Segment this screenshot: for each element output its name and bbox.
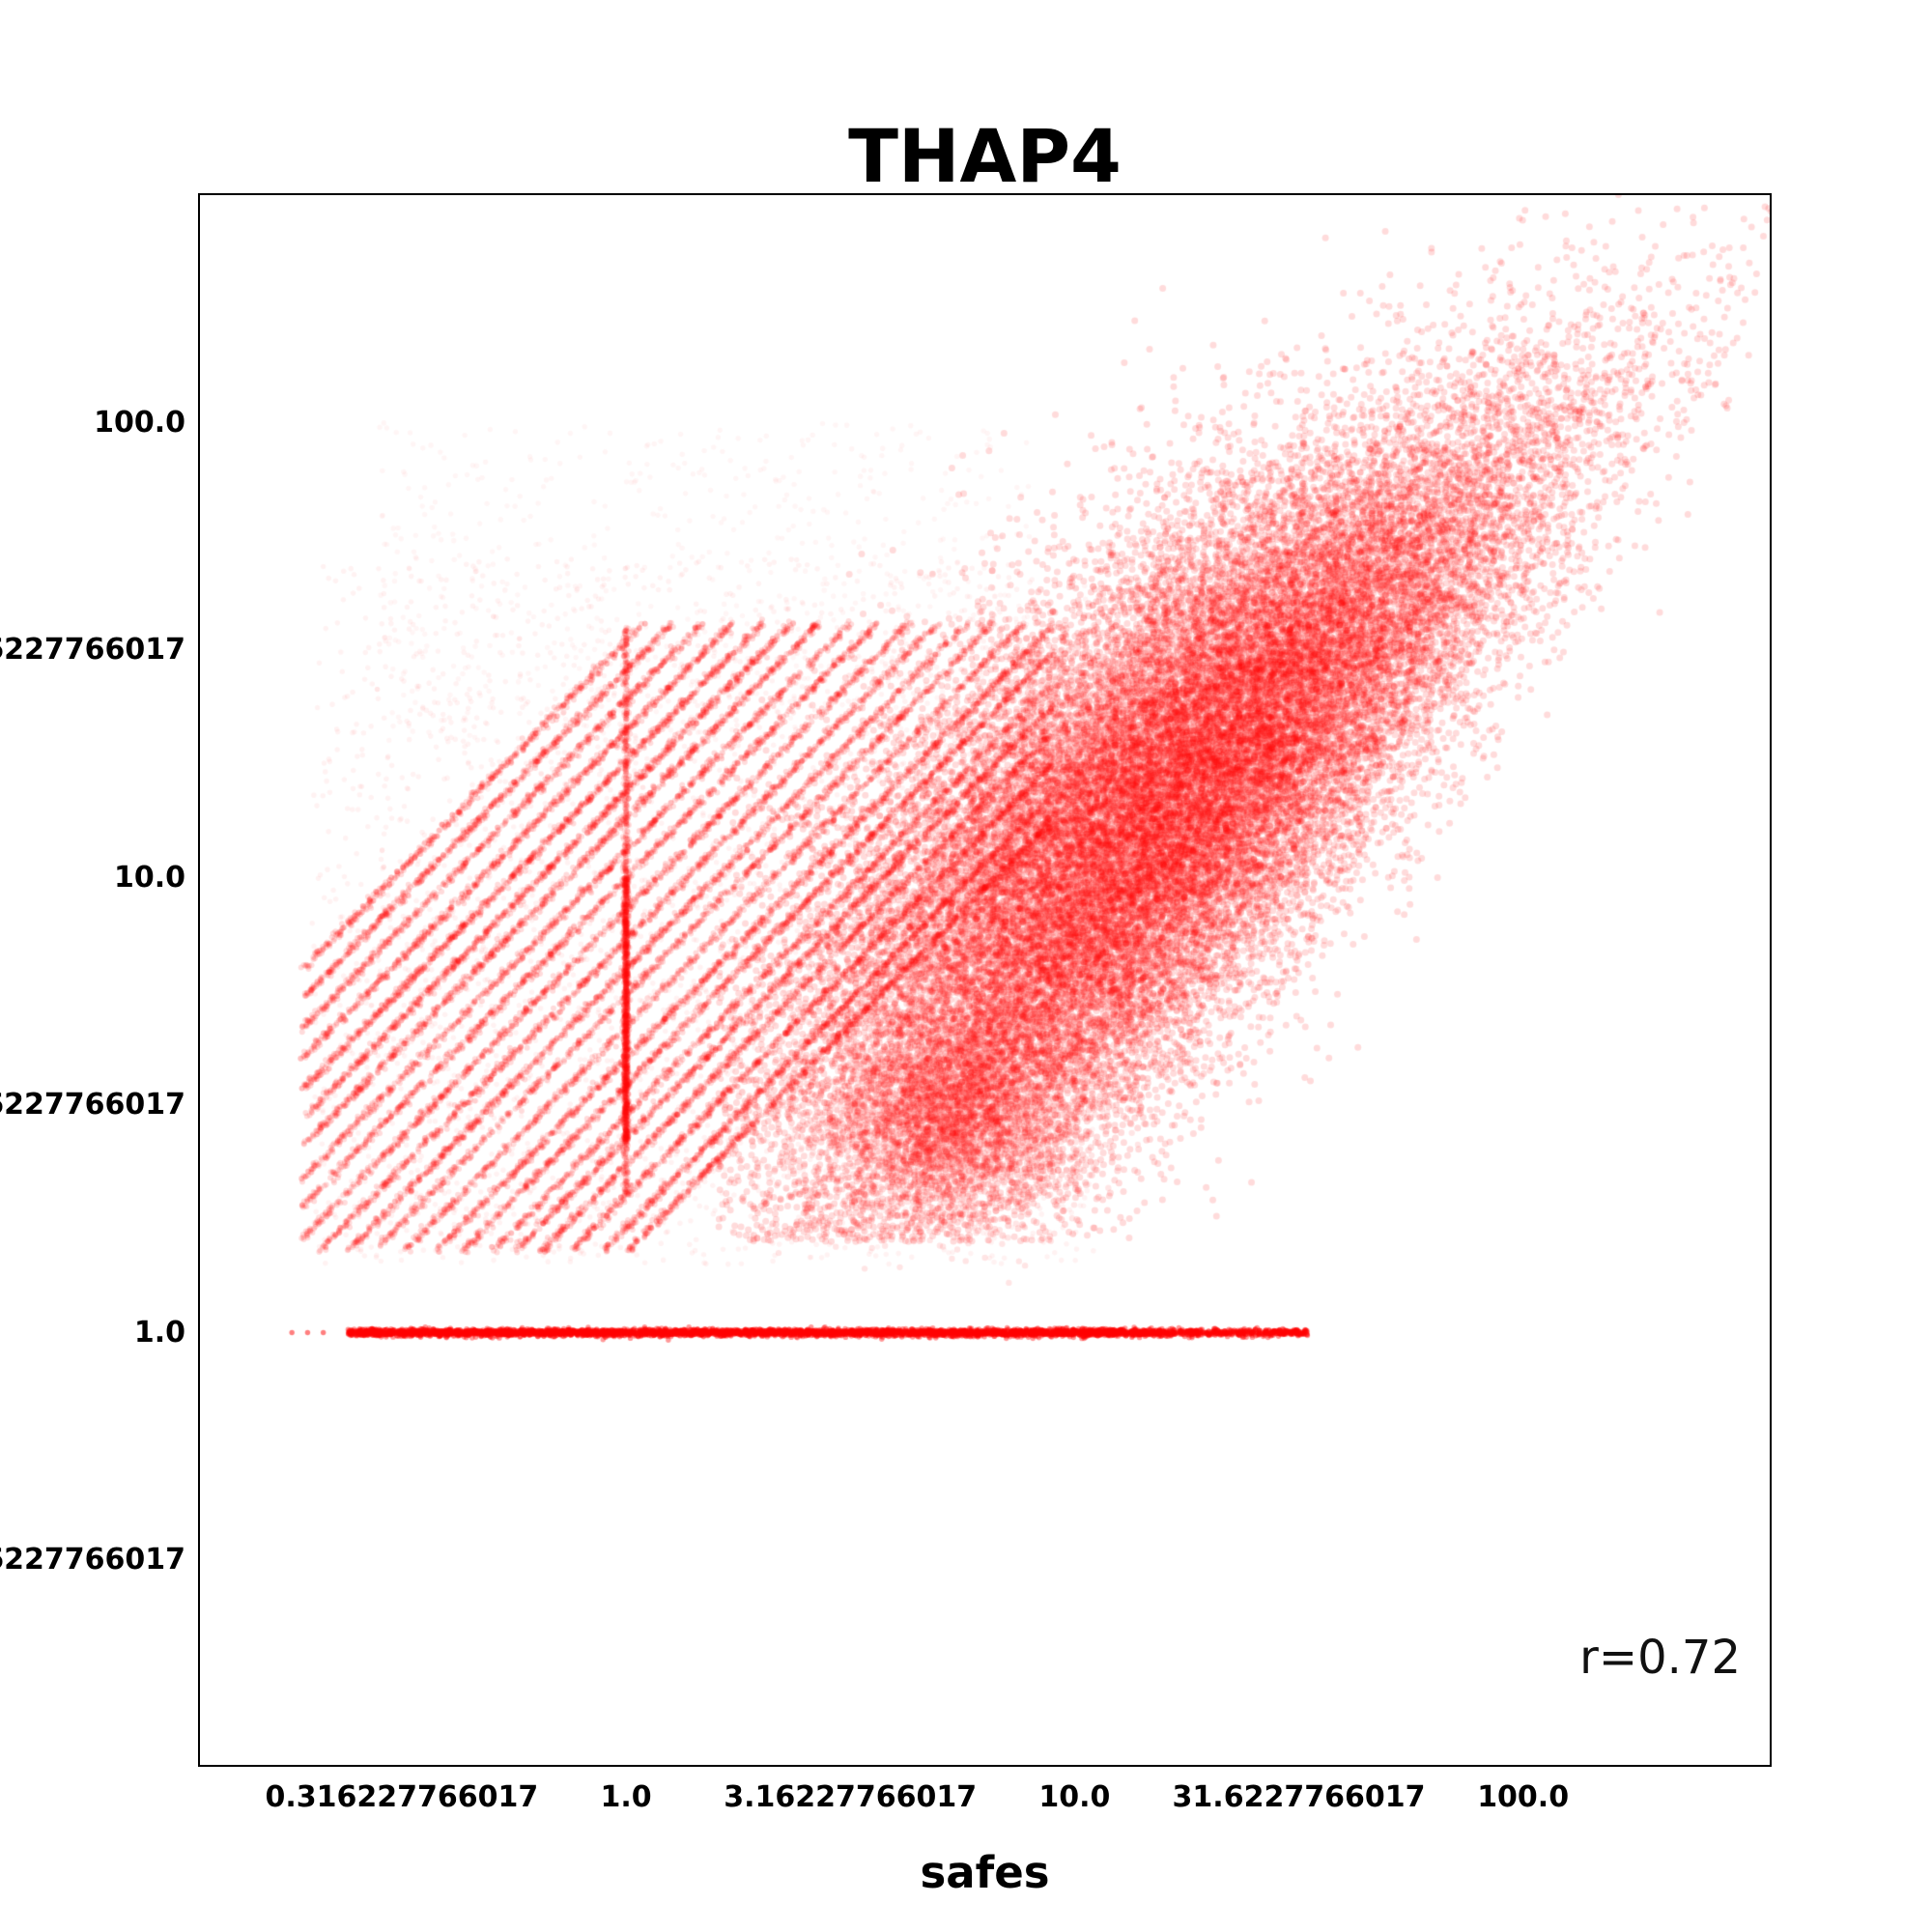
x-tick-label: 31.6227766017 [1172,1780,1426,1814]
scatter-canvas [200,195,1770,1765]
x-tick-label: 3.16227766017 [724,1780,978,1814]
x-tick-label: 0.316227766017 [265,1780,539,1814]
x-tick-label: 100.0 [1477,1780,1570,1814]
y-tick-label: 100.0 [94,405,185,440]
y-tick-label: 6227766017 [0,1543,185,1577]
y-tick-label: 1.0 [133,1315,185,1350]
plot-area: r=0.72 [198,193,1772,1767]
x-tick-label: 1.0 [600,1780,652,1814]
y-tick-label: 10.0 [113,860,185,895]
correlation-annotation: r=0.72 [1579,1631,1741,1685]
y-tick-label: 6227766017 [0,1088,185,1122]
chart-title: THAP4 [848,113,1122,199]
x-axis-title: safes [920,1847,1050,1898]
y-tick-label: 6227766017 [0,633,185,667]
x-tick-label: 10.0 [1038,1780,1111,1814]
